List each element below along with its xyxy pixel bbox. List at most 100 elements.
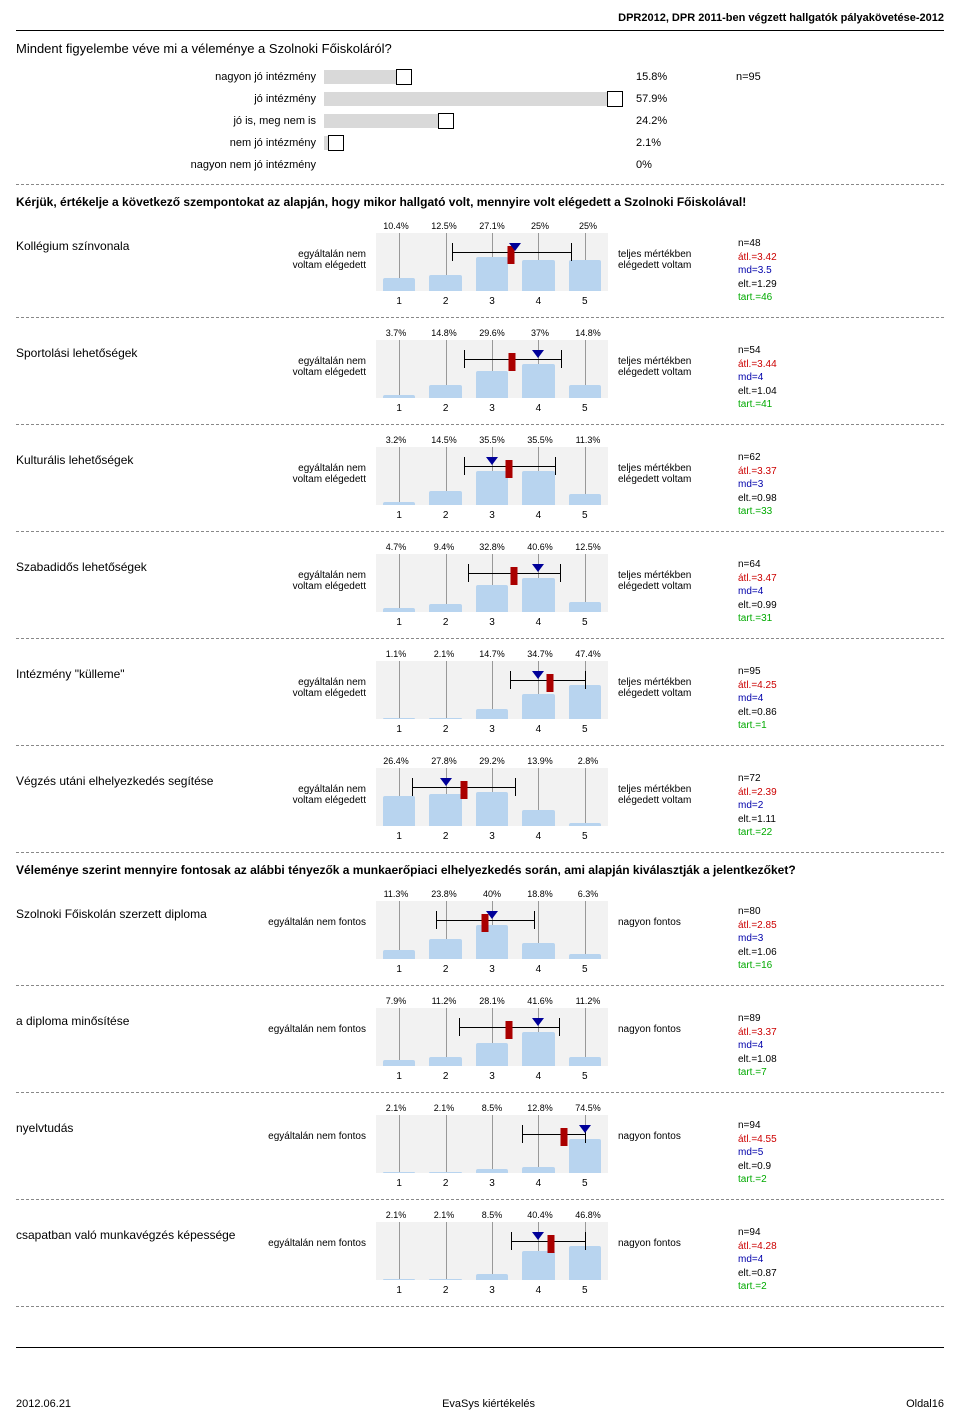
- pct-cell: 40%: [468, 889, 516, 899]
- likert-bar: [522, 260, 554, 291]
- tick-cell: 3: [469, 403, 515, 414]
- pct-cell: 3.7%: [372, 328, 420, 338]
- pct-cell: 25%: [516, 221, 564, 231]
- pct-cell: 2.1%: [372, 1210, 420, 1220]
- likert-left-label: egyáltalán nem voltam elégedett: [266, 754, 372, 806]
- likert-bar: [476, 257, 508, 291]
- plot-area: [376, 1222, 608, 1280]
- pct-cell: 11.2%: [420, 996, 468, 1006]
- likert-row: Végzés utáni elhelyezkedés segítéseegyál…: [16, 754, 944, 844]
- tick-cell: 2: [422, 510, 468, 521]
- pct-cell: 18.8%: [516, 889, 564, 899]
- likert-stats: n=94átl.=4.55md=5elt.=0.9tart.=2: [718, 1101, 944, 1187]
- tick-cell: 5: [562, 1071, 608, 1082]
- likert-bar: [522, 943, 554, 959]
- likert-bar: [383, 796, 415, 826]
- likert-row: nyelvtudásegyáltalán nem fontos2.1%2.1%8…: [16, 1101, 944, 1191]
- median-marker: [440, 778, 452, 786]
- plot-area: [376, 340, 608, 398]
- pct-cell: 2.8%: [564, 756, 612, 766]
- tick-cell: 1: [376, 831, 422, 842]
- likert-chart: 2.1%2.1%8.5%12.8%74.5%12345: [372, 1101, 612, 1191]
- tick-cell: 2: [422, 617, 468, 628]
- tick-cell: 3: [469, 1285, 515, 1296]
- tick-cell: 5: [562, 831, 608, 842]
- divider: [16, 1306, 944, 1307]
- pct-cell: 27.1%: [468, 221, 516, 231]
- pct-cell: 8.5%: [468, 1210, 516, 1220]
- tick-cell: 1: [376, 1178, 422, 1189]
- likert-group-b: Szolnoki Főiskolán szerzett diploma egyál…: [16, 887, 944, 1307]
- mean-marker: [509, 353, 516, 371]
- hbar-value: 0%: [636, 159, 696, 171]
- tick-cell: 4: [515, 831, 561, 842]
- pct-cell: 2.1%: [372, 1103, 420, 1113]
- likert-bar: [476, 1043, 508, 1066]
- tick-cell: 5: [562, 1285, 608, 1296]
- likert-bar: [383, 395, 415, 398]
- likert-bar: [476, 371, 508, 398]
- likert-right-label: teljes mértékben elégedett voltam: [612, 219, 718, 271]
- plot-area: [376, 447, 608, 505]
- pct-cell: 9.4%: [420, 542, 468, 552]
- hbar-label: nagyon jó intézmény: [16, 71, 324, 83]
- pct-cell: 2.1%: [420, 1103, 468, 1113]
- hbar-value: 2.1%: [636, 137, 696, 149]
- tick-cell: 1: [376, 510, 422, 521]
- tick-cell: 3: [469, 724, 515, 735]
- likert-right-label: nagyon fontos: [612, 994, 718, 1035]
- likert-right-label: nagyon fontos: [612, 1208, 718, 1249]
- likert-left-label: egyáltalán nem voltam elégedett: [266, 433, 372, 485]
- likert-bar: [522, 1167, 554, 1173]
- section2-title: Kérjük, értékelje a következő szempontok…: [16, 195, 944, 209]
- tick-cell: 4: [515, 510, 561, 521]
- likert-stats: n=94átl.=4.28md=4elt.=0.87tart.=2: [718, 1208, 944, 1294]
- tick-cell: 3: [469, 831, 515, 842]
- divider: [16, 531, 944, 532]
- likert-stats: n=72átl.=2.39md=2elt.=1.11tart.=22: [718, 754, 944, 840]
- median-marker: [532, 1018, 544, 1026]
- pct-cell: 2.1%: [420, 649, 468, 659]
- pct-cell: 14.8%: [420, 328, 468, 338]
- likert-bar: [522, 471, 554, 505]
- hbar-label: nagyon nem jó intézmény: [16, 159, 324, 171]
- likert-bar: [383, 278, 415, 291]
- pct-cell: 3.2%: [372, 435, 420, 445]
- likert-bar: [522, 1032, 554, 1066]
- likert-label: csapatban való munkavégzés képessége: [16, 1208, 266, 1242]
- likert-bar: [569, 954, 601, 959]
- likert-bar: [429, 794, 461, 826]
- likert-label: Kulturális lehetőségek: [16, 433, 266, 467]
- likert-label: Szolnoki Főiskolán szerzett diploma: [16, 887, 266, 921]
- likert-stats: n=54átl.=3.44md=4elt.=1.04tart.=41: [718, 326, 944, 412]
- likert-bar: [476, 585, 508, 612]
- pct-cell: 29.2%: [468, 756, 516, 766]
- hbar-track: [324, 158, 624, 172]
- median-marker: [532, 564, 544, 572]
- divider: [16, 317, 944, 318]
- likert-bar: [476, 1169, 508, 1173]
- likert-row: Kulturális lehetőségekegyáltalán nem vol…: [16, 433, 944, 523]
- mean-marker: [506, 460, 513, 478]
- likert-group-a: Kollégium színvonalaegyáltalán nem volta…: [16, 219, 944, 853]
- tick-cell: 2: [422, 296, 468, 307]
- pct-cell: 12.8%: [516, 1103, 564, 1113]
- hbar-label: jó intézmény: [16, 93, 324, 105]
- pct-cell: 14.5%: [420, 435, 468, 445]
- median-marker: [532, 1232, 544, 1240]
- pct-cell: 40.6%: [516, 542, 564, 552]
- likert-bar: [522, 810, 554, 826]
- likert-bar: [569, 823, 601, 826]
- likert-label: Végzés utáni elhelyezkedés segítése: [16, 754, 266, 788]
- pct-cell: 4.7%: [372, 542, 420, 552]
- hbar-track: [324, 136, 624, 150]
- divider: [16, 985, 944, 986]
- likert-bar: [429, 939, 461, 959]
- tick-cell: 2: [422, 1071, 468, 1082]
- mean-marker: [506, 1021, 513, 1039]
- likert-left-label: egyáltalán nem fontos: [266, 994, 372, 1035]
- likert-bar: [383, 718, 415, 719]
- likert-bar: [383, 1060, 415, 1066]
- footer-center: EvaSys kiértékelés: [442, 1398, 535, 1410]
- median-marker: [579, 1125, 591, 1133]
